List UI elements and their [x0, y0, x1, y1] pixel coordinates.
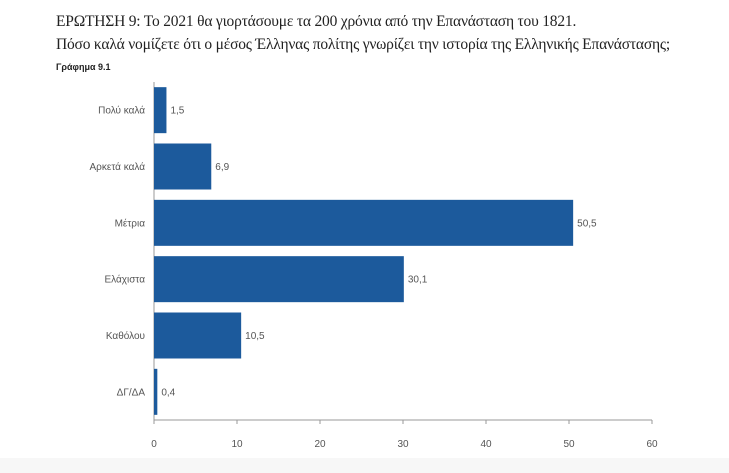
x-tick-label: 0 — [151, 439, 157, 450]
bar-2 — [154, 199, 574, 246]
category-label: Ελάχιστα — [104, 274, 145, 286]
bar-0 — [154, 87, 167, 134]
x-tick-label: 10 — [231, 439, 243, 450]
x-tick-label: 60 — [646, 439, 658, 450]
category-label: ΔΓ/ΔΑ — [117, 387, 146, 398]
footer-strip — [0, 458, 729, 473]
bar-5 — [154, 368, 158, 415]
category-label: Μέτρια — [115, 217, 146, 229]
figure-label: Γράφημα 9.1 — [56, 62, 111, 72]
data-label: 0,4 — [161, 387, 175, 398]
category-label: Καθόλου — [106, 330, 145, 342]
data-label: 10,5 — [245, 331, 265, 342]
bar-4 — [154, 312, 242, 359]
bar-3 — [154, 256, 404, 303]
question-title: ΕΡΩΤΗΣΗ 9: Το 2021 θα γιορτάσουμε τα 200… — [56, 13, 577, 30]
category-label: Αρκετά καλά — [90, 161, 146, 173]
data-label: 30,1 — [408, 275, 428, 286]
question-text: Πόσο καλά νομίζετε ότι ο μέσος Έλληνας π… — [56, 36, 670, 53]
x-tick-label: 30 — [397, 439, 409, 450]
x-tick-label: 50 — [563, 439, 575, 450]
bar-1 — [154, 143, 212, 190]
data-label: 1,5 — [170, 106, 184, 117]
data-label: 50,5 — [577, 218, 597, 229]
x-tick-label: 20 — [314, 439, 326, 450]
data-label: 6,9 — [215, 162, 229, 173]
category-label: Πολύ καλά — [98, 105, 145, 117]
x-tick-label: 40 — [480, 439, 492, 450]
